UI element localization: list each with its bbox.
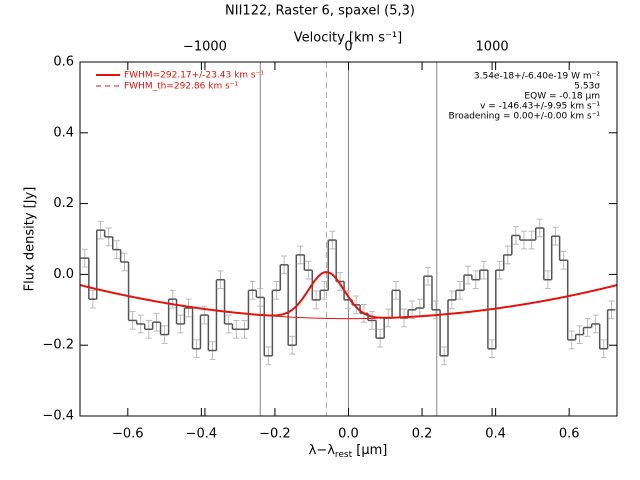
chart-title: NII122, Raster 6, spaxel (5,3) xyxy=(225,4,415,19)
y-tick-label: −0.4 xyxy=(42,409,74,424)
y-tick-label: −0.2 xyxy=(42,338,74,353)
annotation: 5.53σ xyxy=(574,82,600,92)
legend-label: FWHM=292.17+/-23.43 km s⁻¹ xyxy=(124,71,264,81)
x-tick-label: −0.2 xyxy=(259,427,291,442)
annotation: Broadening = 0.00+/-0.00 km s⁻¹ xyxy=(449,112,601,122)
legend-label: FWHM_th=292.86 km s⁻¹ xyxy=(124,82,239,92)
x-label-sub: rest xyxy=(335,450,353,460)
annotation: v = -146.43+/-9.95 km s⁻¹ xyxy=(480,102,600,112)
x-label-part: [μm] xyxy=(352,443,387,458)
fit-curve xyxy=(80,271,617,319)
x-axis-label: λ−λrest [μm] xyxy=(309,443,388,460)
y-tick-label: 0.2 xyxy=(53,196,74,211)
y-tick-label: 0.6 xyxy=(53,55,74,70)
x-tick-label: 0.0 xyxy=(338,427,359,442)
x-label-part: λ−λ xyxy=(309,443,336,458)
y-axis-label: Flux density [Jy] xyxy=(23,187,38,292)
x2-tick-label: 0 xyxy=(344,40,352,55)
x-tick-label: 0.4 xyxy=(485,427,506,442)
plot-area xyxy=(80,62,617,416)
annotation: 3.54e-18+/-6.40e-19 W m⁻² xyxy=(474,72,601,82)
y-tick-label: 0.4 xyxy=(53,125,74,140)
x-tick-label: 0.6 xyxy=(559,427,580,442)
continuum xyxy=(260,314,378,320)
annotation: EQW = -0.18 μm xyxy=(524,92,600,102)
x-tick-label: −0.4 xyxy=(186,427,218,442)
x2-axis-label: Velocity [km s⁻¹] xyxy=(294,31,402,46)
x2-tick-label: 1000 xyxy=(476,40,509,55)
x-tick-label: 0.2 xyxy=(412,427,433,442)
x2-tick-label: −1000 xyxy=(183,40,227,55)
y-tick-label: 0.0 xyxy=(53,267,74,282)
x-tick-label: −0.6 xyxy=(112,427,144,442)
